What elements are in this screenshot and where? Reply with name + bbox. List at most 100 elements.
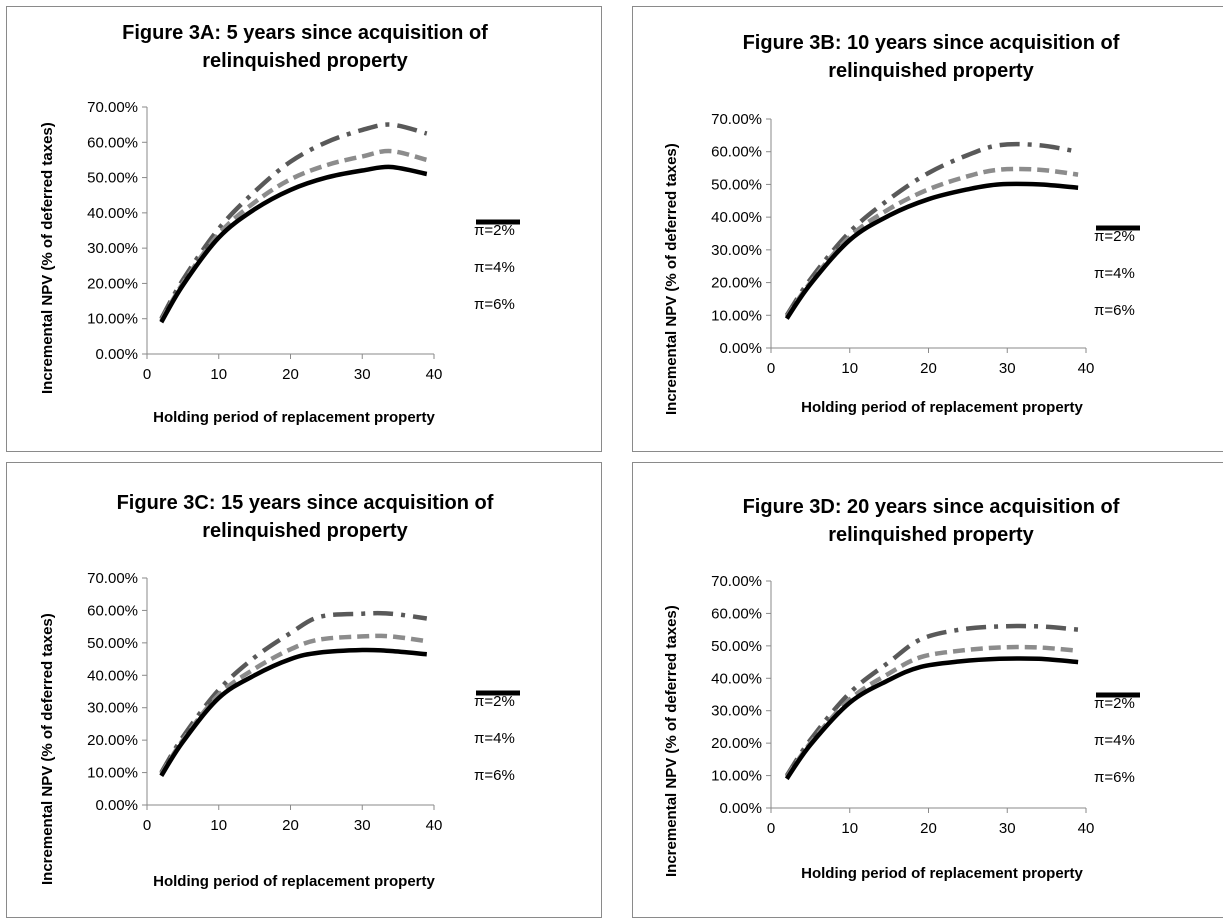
x-tick-label: 0 xyxy=(767,820,775,837)
chart-plot-3b: 0.00% 10.00% 20.00% 30.00% 40.00% 50.00% 60.00… xyxy=(711,111,1095,377)
legend-label-pi2: π=2% xyxy=(474,222,515,239)
y-tick-label: 70.00% xyxy=(87,570,138,587)
y-tick-label: 20.00% xyxy=(87,732,138,749)
y-tick-label: 40.00% xyxy=(711,670,762,687)
legend-label-pi6: π=6% xyxy=(1094,302,1135,319)
legend-label-pi2: π=2% xyxy=(1094,228,1135,245)
y-tick-label: 70.00% xyxy=(711,573,762,590)
y-tick-label: 50.00% xyxy=(87,170,138,187)
y-tick-label: 10.00% xyxy=(87,311,138,328)
x-tick-label: 0 xyxy=(143,366,151,383)
y-tick-label: 0.00% xyxy=(95,346,138,363)
y-tick-label: 0.00% xyxy=(719,340,762,357)
x-tick-label: 20 xyxy=(282,366,299,383)
y-tick-label: 30.00% xyxy=(711,703,762,720)
series-line-pi4 xyxy=(784,166,1079,319)
y-tick-label: 40.00% xyxy=(87,205,138,222)
chart-title-line1: Figure 3B: 10 years since acquisition of xyxy=(742,32,1120,54)
y-tick-label: 40.00% xyxy=(87,667,138,684)
y-tick-label: 20.00% xyxy=(711,275,762,292)
x-tick-label: 10 xyxy=(210,817,227,834)
y-tick-label: 0.00% xyxy=(719,800,762,817)
x-tick-label: 40 xyxy=(1078,820,1095,837)
legend-label-pi4: π=4% xyxy=(1094,265,1135,282)
y-axis-label: Incremental NPV (% of deferred taxes) xyxy=(663,143,680,415)
legend-label-pi6: π=6% xyxy=(1094,769,1135,786)
series-line-pi2 xyxy=(159,610,428,774)
y-tick-label: 60.00% xyxy=(711,605,762,622)
series-line-pi6 xyxy=(159,164,428,324)
x-tick-label: 30 xyxy=(999,820,1016,837)
y-tick-label: 60.00% xyxy=(87,602,138,619)
y-tick-label: 50.00% xyxy=(711,176,762,193)
y-tick-label: 10.00% xyxy=(711,307,762,324)
legend-label-pi4: π=4% xyxy=(474,730,515,747)
chart-panel-3c: 0.00% 10.00% 20.00% 30.00% 40.00% 50.00% 60.00… xyxy=(6,462,602,918)
x-tick-label: 40 xyxy=(426,366,443,383)
legend: π=2% π=4% π=6% xyxy=(1094,218,1140,329)
x-tick-label: 20 xyxy=(920,360,937,377)
y-tick-label: 10.00% xyxy=(711,768,762,785)
x-tick-label: 30 xyxy=(354,817,371,834)
chart-plot-3a: 0.00% 10.00% 20.00% 30.00% 40.00% 50.00% 60.00… xyxy=(87,99,443,383)
series-line-pi6 xyxy=(159,647,427,778)
y-tick-label: 70.00% xyxy=(711,111,762,128)
x-tick-label: 30 xyxy=(354,366,371,383)
chart-panel-3d: 0.00% 10.00% 20.00% 30.00% 40.00% 50.00% 60.00… xyxy=(632,462,1223,918)
series-line-pi6 xyxy=(784,656,1079,781)
x-tick-label: 10 xyxy=(210,366,227,383)
y-tick-label: 50.00% xyxy=(87,635,138,652)
legend-label-pi6: π=6% xyxy=(474,767,515,784)
x-axis-label: Holding period of replacement property xyxy=(801,865,1083,882)
x-tick-label: 40 xyxy=(426,817,443,834)
y-tick-label: 30.00% xyxy=(87,700,138,717)
legend-label-pi4: π=4% xyxy=(474,259,515,276)
y-tick-label: 70.00% xyxy=(87,99,138,116)
x-tick-label: 20 xyxy=(282,817,299,834)
legend-label-pi4: π=4% xyxy=(1094,732,1135,749)
legend-item-pi4: π=4% xyxy=(474,219,520,286)
y-tick-label: 30.00% xyxy=(711,242,762,259)
legend-swatch-pi6 xyxy=(1096,225,1140,231)
legend: π=2% π=4% π=6% xyxy=(474,212,520,323)
chart-title-line2: relinquished property xyxy=(202,520,408,542)
y-tick-label: 20.00% xyxy=(711,735,762,752)
chart-title-line1: Figure 3A: 5 years since acquisition of xyxy=(122,22,488,44)
y-tick-label: 0.00% xyxy=(95,797,138,814)
y-tick-label: 60.00% xyxy=(87,134,138,151)
legend-swatch-pi6 xyxy=(476,219,520,225)
legend: π=2% π=4% π=6% xyxy=(474,683,520,794)
chart-plot-3c: 0.00% 10.00% 20.00% 30.00% 40.00% 50.00% 60.00… xyxy=(87,570,443,834)
y-tick-label: 30.00% xyxy=(87,240,138,257)
chart-panel-3b: 0.00% 10.00% 20.00% 30.00% 40.00% 50.00% 60.00… xyxy=(632,6,1223,452)
chart-title-line2: relinquished property xyxy=(828,60,1034,82)
chart-title-line2: relinquished property xyxy=(202,50,408,72)
chart-title: Figure 3B: 10 years since acquisition of… xyxy=(633,29,1223,85)
chart-title: Figure 3D: 20 years since acquisition of… xyxy=(633,493,1223,549)
y-tick-label: 60.00% xyxy=(711,144,762,161)
legend-item-pi4: π=4% xyxy=(1094,692,1140,759)
y-tick-label: 40.00% xyxy=(711,209,762,226)
legend-item-pi6: π=6% xyxy=(1094,225,1140,329)
x-tick-label: 40 xyxy=(1078,360,1095,377)
x-tick-label: 0 xyxy=(767,360,775,377)
y-axis-label: Incremental NPV (% of deferred taxes) xyxy=(39,613,56,885)
legend-label-pi2: π=2% xyxy=(1094,695,1135,712)
x-axis-label: Holding period of replacement property xyxy=(153,409,435,426)
series-line-pi6 xyxy=(784,181,1079,320)
legend: π=2% π=4% π=6% xyxy=(1094,685,1140,796)
legend-swatch-pi6 xyxy=(1096,692,1140,698)
chart-title: Figure 3C: 15 years since acquisition of… xyxy=(7,489,603,545)
legend-label-pi2: π=2% xyxy=(474,693,515,710)
legend-item-pi6: π=6% xyxy=(474,690,520,794)
legend-item-pi4: π=4% xyxy=(474,690,520,757)
chart-title-line2: relinquished property xyxy=(828,524,1034,546)
x-tick-label: 0 xyxy=(143,817,151,834)
series-line-pi2 xyxy=(784,141,1079,317)
chart-title-line1: Figure 3C: 15 years since acquisition of xyxy=(116,492,494,514)
series-line-pi4 xyxy=(159,148,428,322)
chart-title-line1: Figure 3D: 20 years since acquisition of xyxy=(742,496,1120,518)
chart-title: Figure 3A: 5 years since acquisition of … xyxy=(7,19,603,75)
y-tick-label: 50.00% xyxy=(711,638,762,655)
x-tick-label: 30 xyxy=(999,360,1016,377)
